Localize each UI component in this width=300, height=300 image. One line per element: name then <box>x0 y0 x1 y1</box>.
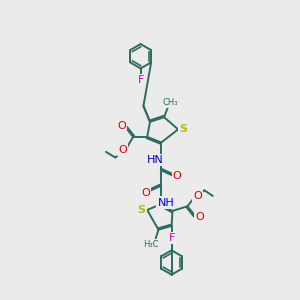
Text: HN: HN <box>147 155 164 165</box>
Text: S: S <box>179 124 187 134</box>
Text: H₃C: H₃C <box>143 240 159 249</box>
Text: NH: NH <box>158 197 174 208</box>
Text: O: O <box>118 145 127 155</box>
Text: O: O <box>194 191 202 201</box>
Text: S: S <box>138 205 146 215</box>
Text: F: F <box>137 75 144 85</box>
Text: O: O <box>118 121 126 130</box>
Text: CH₃: CH₃ <box>163 98 178 107</box>
Text: O: O <box>141 188 150 198</box>
Text: F: F <box>168 233 175 243</box>
Text: O: O <box>195 212 204 223</box>
Text: O: O <box>173 171 182 181</box>
